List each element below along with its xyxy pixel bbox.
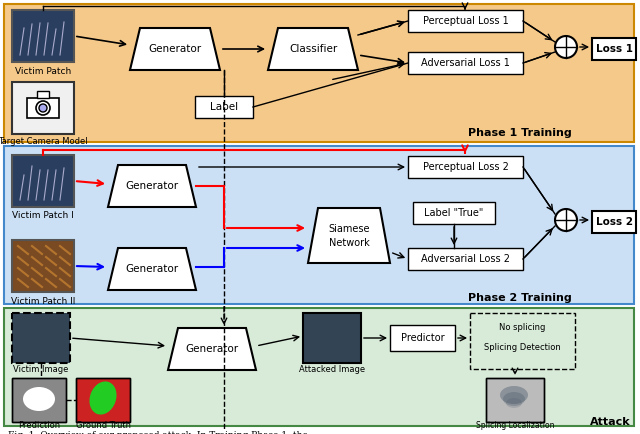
- Polygon shape: [308, 208, 390, 263]
- Polygon shape: [130, 28, 220, 70]
- Text: Splicing Localization: Splicing Localization: [476, 421, 554, 431]
- FancyBboxPatch shape: [303, 313, 361, 363]
- FancyBboxPatch shape: [4, 4, 634, 142]
- Text: Network: Network: [328, 237, 369, 247]
- FancyBboxPatch shape: [27, 98, 59, 118]
- Text: Splicing Detection: Splicing Detection: [484, 342, 561, 352]
- Text: Victim Patch I: Victim Patch I: [12, 211, 74, 220]
- Text: Adversarial Loss 2: Adversarial Loss 2: [421, 254, 510, 264]
- Text: Phase 2 Training: Phase 2 Training: [468, 293, 572, 303]
- FancyBboxPatch shape: [12, 155, 74, 207]
- Text: Attack: Attack: [589, 417, 630, 427]
- Text: Predictor: Predictor: [401, 333, 444, 343]
- FancyBboxPatch shape: [413, 202, 495, 224]
- Text: Perceptual Loss 1: Perceptual Loss 1: [422, 16, 508, 26]
- Text: Loss 2: Loss 2: [595, 217, 632, 227]
- Ellipse shape: [506, 398, 522, 408]
- FancyBboxPatch shape: [12, 82, 74, 134]
- Polygon shape: [268, 28, 358, 70]
- Circle shape: [555, 209, 577, 231]
- Text: Siamese: Siamese: [328, 224, 370, 234]
- FancyBboxPatch shape: [12, 313, 70, 363]
- Text: Ground Truth: Ground Truth: [76, 421, 131, 431]
- FancyBboxPatch shape: [592, 211, 636, 233]
- Circle shape: [39, 104, 47, 112]
- FancyBboxPatch shape: [76, 378, 130, 422]
- Ellipse shape: [503, 392, 525, 406]
- FancyBboxPatch shape: [12, 378, 66, 422]
- FancyBboxPatch shape: [4, 308, 634, 426]
- Text: Victim Patch II: Victim Patch II: [11, 296, 75, 306]
- Text: Attacked Image: Attacked Image: [299, 365, 365, 375]
- Ellipse shape: [500, 386, 528, 404]
- Text: Loss 1: Loss 1: [595, 44, 632, 54]
- FancyBboxPatch shape: [195, 96, 253, 118]
- FancyBboxPatch shape: [408, 248, 523, 270]
- FancyBboxPatch shape: [408, 10, 523, 32]
- Text: Generator: Generator: [125, 264, 179, 274]
- FancyBboxPatch shape: [12, 240, 74, 292]
- FancyBboxPatch shape: [486, 378, 544, 422]
- Text: Classifier: Classifier: [289, 44, 337, 54]
- Polygon shape: [168, 328, 256, 370]
- Text: Perceptual Loss 2: Perceptual Loss 2: [422, 162, 508, 172]
- FancyBboxPatch shape: [592, 38, 636, 60]
- Text: Phase 1 Training: Phase 1 Training: [468, 128, 572, 138]
- FancyBboxPatch shape: [390, 325, 455, 351]
- Text: Label "True": Label "True": [424, 208, 484, 218]
- Text: Prediction: Prediction: [18, 421, 60, 431]
- Text: Generator: Generator: [186, 344, 239, 354]
- FancyBboxPatch shape: [37, 91, 49, 98]
- Text: Victim Image: Victim Image: [13, 365, 68, 375]
- Text: Target Camera Model: Target Camera Model: [0, 138, 88, 147]
- FancyBboxPatch shape: [4, 146, 634, 304]
- FancyBboxPatch shape: [12, 10, 74, 62]
- Text: Fig. 1: Overview of our proposed attack. In Training Phase 1, the: Fig. 1: Overview of our proposed attack.…: [8, 431, 308, 434]
- Polygon shape: [108, 165, 196, 207]
- Ellipse shape: [90, 381, 116, 414]
- FancyBboxPatch shape: [408, 156, 523, 178]
- Text: Generator: Generator: [125, 181, 179, 191]
- Circle shape: [555, 36, 577, 58]
- Text: Adversarial Loss 1: Adversarial Loss 1: [421, 58, 510, 68]
- Text: Label: Label: [210, 102, 238, 112]
- Text: No splicing: No splicing: [499, 322, 546, 332]
- FancyBboxPatch shape: [408, 52, 523, 74]
- Polygon shape: [108, 248, 196, 290]
- Text: Generator: Generator: [148, 44, 202, 54]
- Ellipse shape: [23, 387, 55, 411]
- Text: Victim Patch: Victim Patch: [15, 68, 71, 76]
- Circle shape: [36, 101, 50, 115]
